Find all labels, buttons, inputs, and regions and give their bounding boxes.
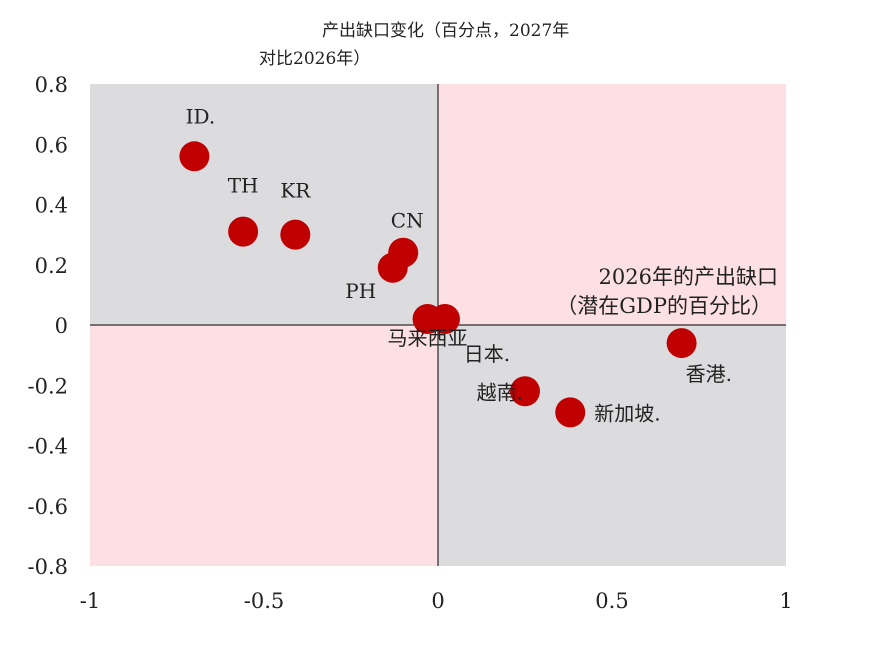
y-tick-label: 0.4 <box>35 194 68 218</box>
data-point <box>179 141 210 172</box>
y-tick-label: -0.6 <box>28 495 69 519</box>
y-tick-label: 0 <box>55 314 68 338</box>
data-label: ID. <box>186 104 216 128</box>
data-label: 香港. <box>686 362 732 386</box>
x-tick-label: -0.5 <box>244 589 285 613</box>
data-point <box>280 219 311 250</box>
quadrant-backgrounds <box>90 84 786 566</box>
quadrant-upper-right <box>438 84 786 325</box>
data-point <box>377 252 408 283</box>
quadrant-lower-right <box>438 325 786 566</box>
data-point <box>510 376 540 407</box>
quadrant-upper-left <box>90 84 438 325</box>
y-tick-label: 0.6 <box>35 133 68 157</box>
y-tick-label: 0.8 <box>35 73 68 97</box>
data-point <box>555 397 586 428</box>
x-tick-label: -1 <box>80 589 100 613</box>
chart-title-line-1: 产出缺口变化（百分点，2027年 <box>322 21 569 41</box>
y-tick-label: -0.8 <box>28 555 69 579</box>
chart-title-line-2: 对比2026年） <box>259 49 370 69</box>
data-label: TH <box>228 174 259 198</box>
y-tick-label: -0.2 <box>28 374 69 398</box>
tick-labels: -1 -0.5 0 0.5 1 0.8 0.6 0.4 0.2 0 -0.2 -0.4 -0.6 -0.8 <box>28 73 793 613</box>
x-axis-label-line-1: 2026年的产出缺口 <box>599 265 778 289</box>
x-tick-label: 0.5 <box>595 589 628 613</box>
data-label: 新加坡. <box>594 401 660 425</box>
x-tick-label: 1 <box>779 589 792 613</box>
data-point <box>228 216 259 247</box>
data-label: KR <box>280 179 311 203</box>
y-tick-label: -0.4 <box>28 435 69 459</box>
x-axis-label-line-2: （潜在GDP的百分比） <box>556 294 772 318</box>
data-point <box>666 328 697 359</box>
data-label: PH <box>345 279 376 303</box>
data-label: 日本. <box>464 342 510 366</box>
quadrant-lower-left <box>90 325 438 566</box>
y-tick-label: 0.2 <box>35 254 68 278</box>
data-point <box>429 303 460 334</box>
data-label: CN <box>391 209 424 233</box>
x-tick-label: 0 <box>431 589 444 613</box>
data-points <box>179 141 697 428</box>
data-label: 马来西亚 <box>388 326 468 350</box>
data-label: 越南. <box>477 380 523 404</box>
